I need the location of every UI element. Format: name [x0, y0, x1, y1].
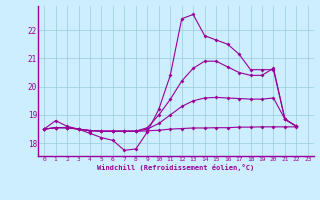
X-axis label: Windchill (Refroidissement éolien,°C): Windchill (Refroidissement éolien,°C) — [97, 164, 255, 171]
